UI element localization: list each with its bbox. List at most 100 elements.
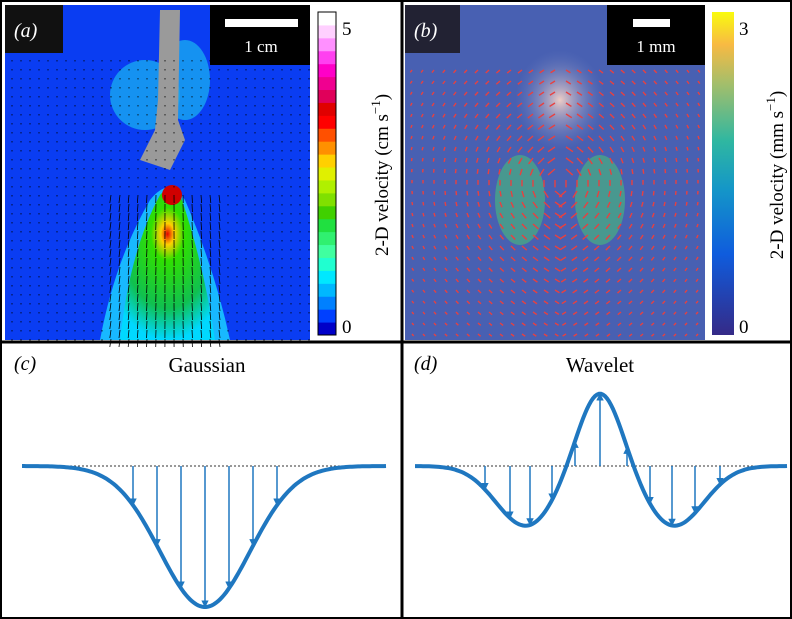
colorbar-title: 2-D velocity (cm s−1) <box>368 94 393 256</box>
vector <box>593 223 600 230</box>
vector <box>650 322 655 326</box>
vector <box>685 212 688 217</box>
vector <box>499 267 505 273</box>
vector <box>485 124 490 130</box>
vector <box>554 300 560 305</box>
vector <box>561 311 567 315</box>
vector <box>200 284 203 294</box>
vector <box>218 257 221 267</box>
vector <box>663 201 666 207</box>
vector <box>547 157 556 164</box>
vector <box>411 333 415 337</box>
vector <box>127 302 130 312</box>
vector <box>684 311 688 315</box>
vector <box>443 157 446 162</box>
vector <box>510 289 516 294</box>
vector <box>675 91 679 96</box>
vector <box>516 102 523 108</box>
vector <box>422 245 426 250</box>
vector <box>411 267 415 271</box>
vector <box>200 329 203 339</box>
vector <box>433 300 437 304</box>
vector <box>596 190 600 198</box>
vector <box>455 245 459 250</box>
vector <box>420 113 424 118</box>
vector <box>650 267 655 272</box>
vector <box>488 245 493 251</box>
vector <box>620 135 625 142</box>
vector <box>642 113 647 119</box>
vector <box>109 257 112 267</box>
vector <box>609 124 615 130</box>
vector <box>518 157 523 165</box>
vector <box>510 256 516 262</box>
vector <box>532 267 539 273</box>
vector <box>598 69 604 74</box>
vector <box>409 80 413 84</box>
vector <box>620 113 626 119</box>
vector <box>686 146 689 151</box>
vector <box>628 278 633 283</box>
vector <box>411 300 415 304</box>
vector <box>620 168 623 175</box>
vector <box>571 278 578 283</box>
vector <box>628 333 633 337</box>
vector <box>442 69 446 74</box>
vector <box>558 201 567 208</box>
vector <box>521 267 527 273</box>
vector <box>572 300 578 305</box>
vector <box>674 201 677 206</box>
vector <box>422 256 426 261</box>
vector <box>433 212 436 217</box>
vector <box>650 300 655 305</box>
vector <box>499 289 505 294</box>
vector <box>422 267 426 272</box>
vector <box>209 212 212 222</box>
vector <box>606 212 611 219</box>
vector <box>474 80 479 85</box>
colorbar-segment <box>318 231 336 246</box>
vector <box>507 157 512 164</box>
vector <box>696 223 699 228</box>
vector <box>662 300 666 305</box>
vector <box>664 146 667 152</box>
vector <box>653 135 657 141</box>
vector <box>496 146 501 153</box>
vector <box>464 146 468 152</box>
vector <box>516 113 523 119</box>
vector <box>609 113 615 119</box>
vector <box>136 266 139 276</box>
vector <box>466 256 471 261</box>
vector <box>442 80 446 85</box>
vector <box>127 257 130 267</box>
vector <box>653 102 658 107</box>
vector <box>422 300 426 304</box>
vector <box>565 146 574 153</box>
vector <box>651 234 655 240</box>
vector <box>218 203 221 213</box>
vector <box>422 322 426 326</box>
vector <box>521 333 526 337</box>
vector <box>452 91 457 96</box>
vector <box>454 157 457 163</box>
vector <box>609 157 614 164</box>
vector <box>543 267 550 272</box>
vector <box>532 201 538 209</box>
vector <box>499 234 505 240</box>
vector <box>444 278 448 283</box>
vector <box>218 230 221 240</box>
vector <box>488 322 493 326</box>
vector <box>455 267 460 272</box>
vector <box>684 267 688 272</box>
vector <box>118 230 121 240</box>
vector <box>662 223 666 229</box>
vector <box>474 102 479 108</box>
vector <box>576 113 583 119</box>
vector <box>661 278 666 283</box>
vector <box>661 289 666 294</box>
vector <box>200 221 203 231</box>
vector <box>598 124 605 131</box>
vector <box>136 284 139 294</box>
vector <box>499 223 504 230</box>
vector <box>628 311 633 316</box>
